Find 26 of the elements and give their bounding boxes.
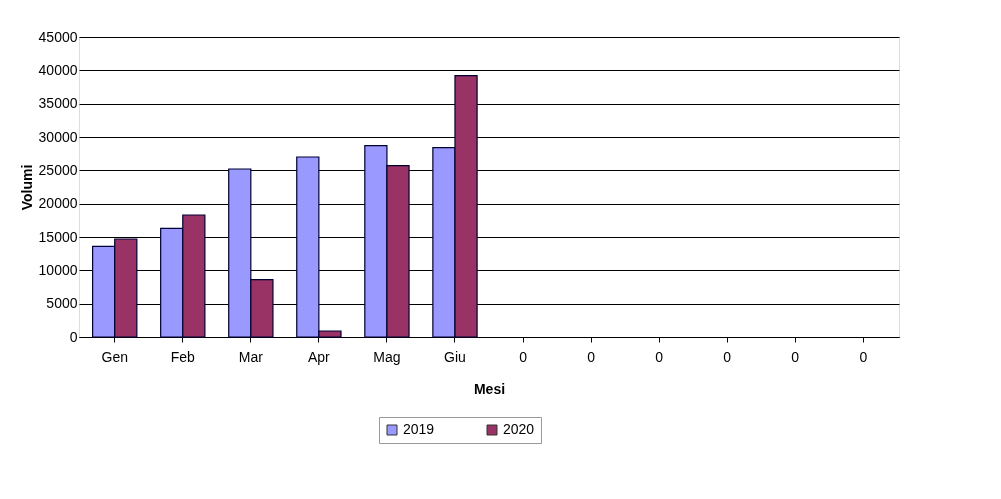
x-tick-label: Apr [307,348,331,365]
x-tick-label: 0 [587,348,596,365]
y-tick-label: 20000 [38,195,78,212]
legend-label: 2019 [403,421,435,437]
legend-label: 2020 [503,421,535,437]
x-tick-label: Giu [444,348,466,365]
x-tick-label: 0 [859,348,868,365]
y-tick-label: 30000 [38,128,78,145]
y-tick-label: 45000 [38,28,78,45]
y-tick-label: 25000 [38,161,78,178]
x-tick-label: 0 [519,348,528,365]
x-tick-label: Feb [170,348,196,365]
y-axis-title: Volumi [18,164,35,211]
x-axis-title: Mesi [473,380,506,397]
y-tick-label: 15000 [38,228,78,245]
y-tick-label: 40000 [38,61,78,78]
x-tick-label: 0 [723,348,732,365]
x-tick-label: 0 [791,348,800,365]
y-tick-label: 0 [69,328,78,345]
y-tick-label: 5000 [46,295,78,312]
x-tick-label: 0 [655,348,664,365]
y-tick-label: 10000 [38,261,78,278]
x-tick-label: Mag [373,348,401,365]
x-tick-label: Mar [238,348,264,365]
y-tick-label: 35000 [38,95,78,112]
x-tick-label: Gen [101,348,128,365]
